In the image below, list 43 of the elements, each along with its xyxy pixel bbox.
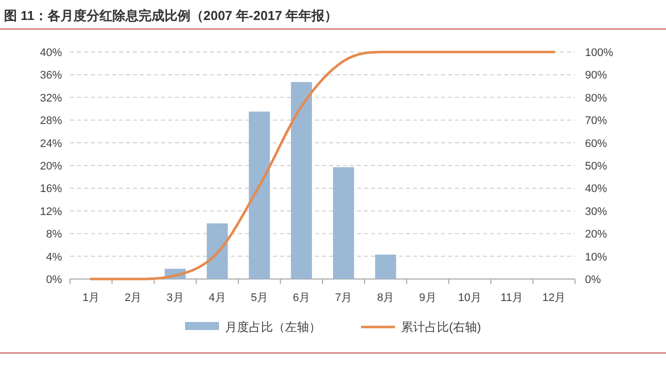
y2-tick-label: 70% xyxy=(585,115,608,128)
y-tick-label: 4% xyxy=(46,251,62,264)
y-tick-label: 24% xyxy=(40,138,62,150)
bar xyxy=(290,82,312,279)
x-tick-label: 5月 xyxy=(250,292,268,304)
x-tick-label: 1月 xyxy=(82,292,100,304)
y-tick-label: 32% xyxy=(40,92,62,104)
y2-tick-label: 100% xyxy=(585,47,614,59)
y-tick-label: 12% xyxy=(40,206,62,218)
bar xyxy=(333,167,354,279)
x-tick-label: 7月 xyxy=(334,292,352,304)
y-tick-label: 36% xyxy=(40,70,62,82)
x-tick-label: 4月 xyxy=(208,292,226,304)
y-tick-label: 0% xyxy=(46,274,62,286)
bar xyxy=(248,112,270,279)
bar xyxy=(375,254,396,279)
y2-tick-label: 0% xyxy=(585,274,602,286)
x-tick-label: 6月 xyxy=(292,292,310,304)
y2-tick-label: 60% xyxy=(585,138,608,150)
y-tick-label: 20% xyxy=(40,160,62,172)
y2-tick-label: 50% xyxy=(585,160,608,172)
chart-title: 图 11：各月度分红除息完成比例（2007 年-2017 年年报） xyxy=(4,8,338,23)
y2-tick-label: 10% xyxy=(585,251,608,264)
bar xyxy=(206,223,228,279)
y2-tick-label: 30% xyxy=(585,206,608,218)
y-tick-label: 8% xyxy=(46,228,62,241)
y-tick-label: 28% xyxy=(40,115,62,128)
legend-label: 月度占比（左轴） xyxy=(225,320,321,334)
x-tick-label: 8月 xyxy=(377,292,394,304)
legend-label: 累计占比(右轴) xyxy=(401,320,481,334)
x-tick-label: 9月 xyxy=(419,292,436,304)
y-tick-label: 40% xyxy=(40,47,62,59)
y-tick-label: 16% xyxy=(40,183,62,196)
y2-tick-label: 90% xyxy=(585,70,608,82)
y2-tick-label: 20% xyxy=(585,228,608,241)
line-series xyxy=(90,50,556,280)
x-tick-label: 11月 xyxy=(500,292,524,304)
x-tick-label: 2月 xyxy=(124,292,142,304)
y2-tick-label: 40% xyxy=(585,183,608,196)
x-tick-label: 3月 xyxy=(166,292,184,304)
x-tick-label: 12月 xyxy=(542,292,566,304)
x-tick-label: 10月 xyxy=(458,292,482,304)
y2-tick-label: 80% xyxy=(585,92,608,104)
